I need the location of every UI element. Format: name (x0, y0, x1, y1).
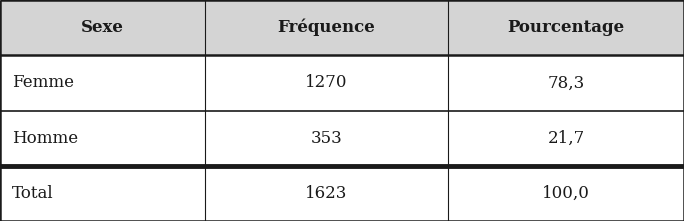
Text: Homme: Homme (12, 130, 79, 147)
Text: 1623: 1623 (306, 185, 347, 202)
Text: 78,3: 78,3 (547, 74, 585, 91)
Text: Total: Total (12, 185, 54, 202)
Text: Pourcentage: Pourcentage (508, 19, 624, 36)
Text: 21,7: 21,7 (547, 130, 585, 147)
Text: Sexe: Sexe (81, 19, 124, 36)
Text: Femme: Femme (12, 74, 75, 91)
Text: 100,0: 100,0 (542, 185, 590, 202)
Text: 353: 353 (311, 130, 343, 147)
Text: Fréquence: Fréquence (278, 19, 376, 36)
Text: 1270: 1270 (305, 74, 348, 91)
